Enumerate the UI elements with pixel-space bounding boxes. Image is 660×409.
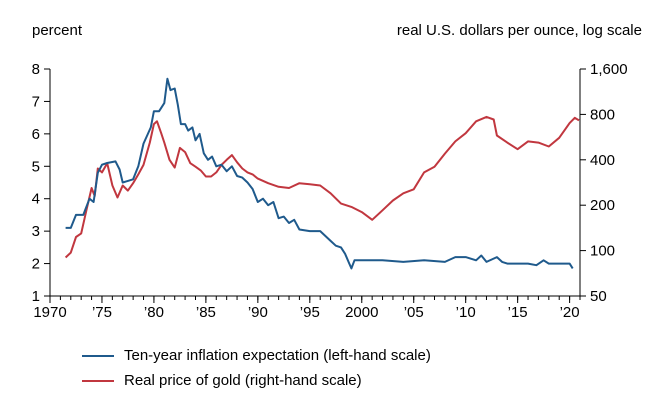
x-tick-label: ’85 (196, 304, 216, 321)
legend-swatch-gold (82, 379, 114, 382)
right-tick-label: 200 (590, 197, 615, 214)
left-tick-label: 8 (32, 61, 40, 78)
legend: Ten-year inflation expectation (left-han… (82, 343, 431, 393)
left-tick-label: 3 (32, 223, 40, 240)
left-tick-label: 1 (32, 288, 40, 305)
series-line-gold (64, 115, 580, 259)
x-tick-label: ’15 (508, 304, 528, 321)
x-tick-label: ’90 (248, 304, 268, 321)
left-axis-title: percent (32, 22, 83, 39)
x-tick-label: ’95 (300, 304, 320, 321)
x-tick-label: ’75 (92, 304, 112, 321)
right-tick-label: 100 (590, 243, 615, 260)
x-tick-label: ’05 (404, 304, 424, 321)
x-tick-label: ’20 (560, 304, 580, 321)
legend-item-gold: Real price of gold (right-hand scale) (82, 368, 431, 393)
legend-swatch-inflation (82, 354, 114, 357)
x-tick-label: ’10 (456, 304, 476, 321)
x-tick-label: 2000 (345, 304, 378, 321)
x-tick-label: 1970 (33, 304, 66, 321)
x-tick-label: ’80 (144, 304, 164, 321)
left-tick-label: 5 (32, 158, 40, 175)
legend-label-inflation: Ten-year inflation expectation (left-han… (124, 347, 431, 364)
right-tick-label: 50 (590, 288, 607, 305)
right-tick-label: 800 (590, 106, 615, 123)
legend-item-inflation: Ten-year inflation expectation (left-han… (82, 343, 431, 368)
left-tick-label: 7 (32, 93, 40, 110)
series-line-inflation (65, 77, 574, 270)
right-axis-title: real U.S. dollars per ounce, log scale (396, 22, 642, 39)
legend-label-gold: Real price of gold (right-hand scale) (124, 372, 362, 389)
left-tick-label: 2 (32, 256, 40, 273)
right-tick-label: 1,600 (590, 61, 628, 78)
left-tick-label: 4 (32, 191, 40, 208)
right-tick-label: 400 (590, 152, 615, 169)
left-tick-label: 6 (32, 126, 40, 143)
